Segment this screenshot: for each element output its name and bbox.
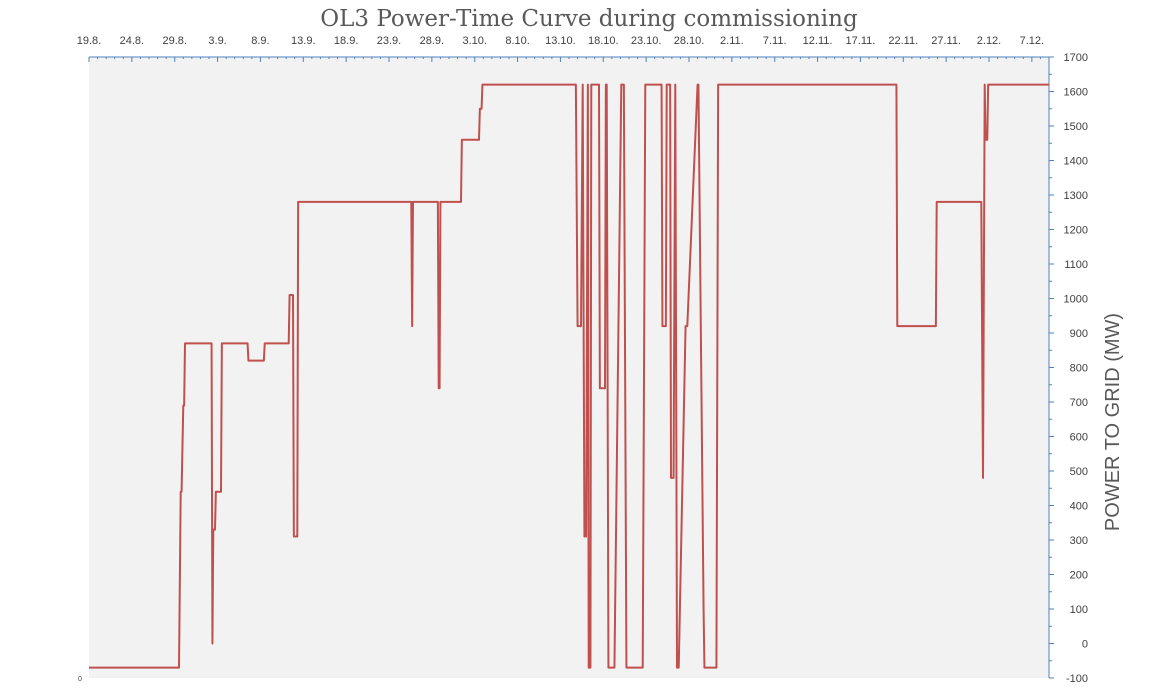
y-tick-label: 1500 <box>1064 121 1088 133</box>
y-tick-label: 1000 <box>1064 294 1088 306</box>
x-tick-label: 22.11. <box>888 35 918 47</box>
x-tick-label: 29.8. <box>162 35 186 47</box>
x-tick-label: 28.10. <box>674 35 705 47</box>
y-tick-label: 1100 <box>1064 259 1088 271</box>
x-tick-label: 7.12. <box>1020 35 1044 47</box>
y-axis: -100 0 100 200 300 400 500 600 700 800 900 1000 1100… <box>1048 52 1088 685</box>
x-axis: 19.8. 24.8. 29.8. 3.9. 8.9. 13.9. 18.9. 23.9. 28… <box>77 35 1050 62</box>
x-tick-label: 18.9. <box>334 35 358 47</box>
x-tick-label: 18.10. <box>588 35 619 47</box>
y-tick-label: 900 <box>1070 328 1088 340</box>
y-tick-label: 1300 <box>1064 190 1088 202</box>
x-tick-label: 8.10. <box>505 35 529 47</box>
x-tick-label: 24.8. <box>120 35 144 47</box>
series-line <box>89 83 1049 669</box>
x-tick-label: 3.9. <box>208 35 226 47</box>
x-tick-label: 13.10. <box>545 35 576 47</box>
x-tick-label: 8.9. <box>251 35 269 47</box>
y-tick-label: 1400 <box>1064 156 1088 168</box>
y-tick-label: 100 <box>1070 604 1088 616</box>
y-tick-label: 1200 <box>1064 225 1088 237</box>
y-tick-label: 600 <box>1070 432 1088 444</box>
x-tick-label: 17.11. <box>846 35 876 47</box>
plot-area <box>89 57 1049 678</box>
x-tick-label: 12.11. <box>803 35 833 47</box>
y-tick-label: 0 <box>1082 639 1088 651</box>
y-tick-label: 1700 <box>1064 52 1088 64</box>
x-tick-label: 2.11. <box>720 35 744 47</box>
y-tick-label: 400 <box>1070 501 1088 513</box>
x-tick-label: 19.8. <box>77 35 101 47</box>
x-tick-label: 2.12. <box>977 35 1001 47</box>
x-tick-label: 23.10. <box>631 35 662 47</box>
y-tick-label: 700 <box>1070 397 1088 409</box>
x-tick-label: 13.9. <box>291 35 315 47</box>
y-axis-title: POWER TO GRID (MW) <box>1102 313 1124 531</box>
y-tick-label: -100 <box>1066 673 1088 685</box>
x-tick-label: 28.9. <box>420 35 444 47</box>
x-tick-label: 27.11. <box>931 35 961 47</box>
origin-label: 0 <box>78 676 82 683</box>
y-tick-label: 200 <box>1070 570 1088 582</box>
y-tick-label: 300 <box>1070 535 1088 547</box>
y-tick-label: 500 <box>1070 466 1088 478</box>
chart-title: OL3 Power-Time Curve during commissionin… <box>320 6 858 32</box>
x-tick-label: 3.10. <box>462 35 486 47</box>
y-tick-label: 1600 <box>1064 87 1088 99</box>
x-tick-label: 7.11. <box>763 35 787 47</box>
x-tick-label: 23.9. <box>377 35 401 47</box>
y-tick-label: 800 <box>1070 363 1088 375</box>
